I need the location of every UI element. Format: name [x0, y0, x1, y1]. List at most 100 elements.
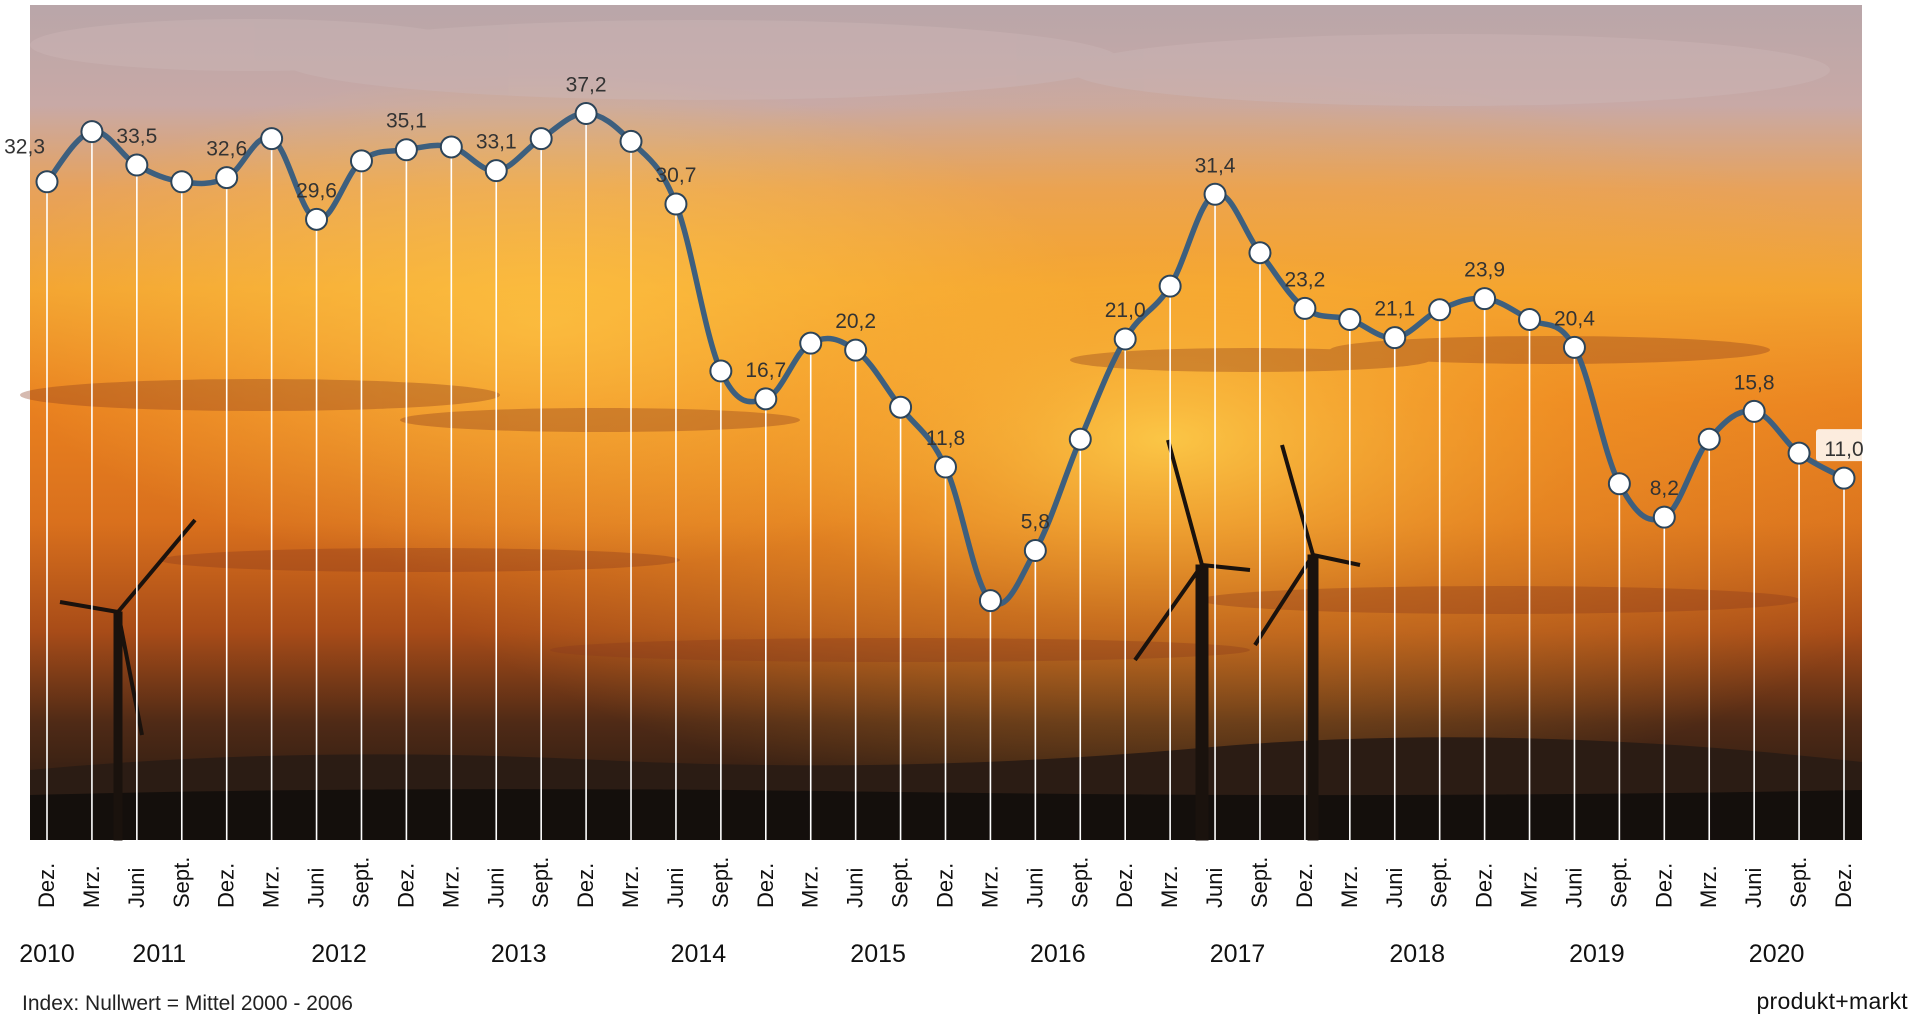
- data-point: [844, 338, 868, 362]
- data-point: [889, 395, 913, 419]
- data-point: [1068, 427, 1092, 451]
- month-tick-label: Sept.: [888, 857, 913, 908]
- value-label: 11,0: [1824, 438, 1863, 461]
- value-label: 21,0: [1105, 299, 1146, 322]
- data-point: [170, 170, 194, 194]
- year-tick-labels: 2010 2011 2012 2013 2014 2015 2016 2017 2018 2019…: [19, 940, 1804, 968]
- data-point: [799, 331, 823, 355]
- month-tick-label: Dez.: [1831, 863, 1856, 908]
- value-label: 11,8: [926, 427, 965, 450]
- year-tick-label: 2012: [311, 940, 367, 968]
- month-tick-label: Juni: [1202, 868, 1227, 908]
- data-point: [1697, 427, 1721, 451]
- month-tick-label: Sept.: [169, 857, 194, 908]
- value-label: 31,4: [1195, 154, 1236, 177]
- brand-logo-text: produkt+markt: [1756, 988, 1908, 1014]
- year-tick-label: 2020: [1749, 940, 1805, 968]
- data-point: [1787, 441, 1811, 465]
- month-tick-label: Juni: [483, 868, 508, 908]
- value-label: 35,1: [386, 110, 427, 133]
- data-point: [35, 170, 59, 194]
- value-label: 21,1: [1374, 298, 1415, 321]
- month-tick-label: Juni: [1741, 868, 1766, 908]
- value-label: 33,5: [116, 125, 157, 148]
- data-point: [934, 455, 957, 479]
- value-label: 37,2: [566, 74, 607, 97]
- month-tick-label: Mrz.: [1696, 865, 1721, 908]
- month-tick-label: Dez.: [1292, 863, 1317, 908]
- month-tick-label: Mrz.: [798, 865, 823, 908]
- data-point: [305, 207, 329, 231]
- data-point: [349, 149, 373, 173]
- data-point: [664, 192, 688, 216]
- month-tick-label: Dez.: [753, 863, 778, 908]
- month-tick-labels: Dez. Mrz. Juni Sept. Dez. Mrz. Juni Sept. Dez. Mr…: [34, 857, 1856, 908]
- data-point: [1742, 399, 1766, 423]
- footnote: Index: Nullwert = Mittel 2000 - 2006: [22, 992, 353, 1015]
- data-point: [215, 166, 239, 190]
- year-tick-label: 2011: [132, 940, 186, 968]
- data-point: [1652, 505, 1676, 529]
- value-label: 15,8: [1734, 371, 1775, 394]
- month-tick-label: Dez.: [933, 863, 958, 908]
- data-point: [574, 102, 598, 126]
- year-tick-label: 2016: [1030, 940, 1086, 968]
- value-label: 5,8: [1021, 511, 1050, 534]
- month-tick-label: Mrz.: [618, 865, 643, 908]
- data-point: [484, 159, 508, 183]
- data-point: [1473, 287, 1497, 311]
- data-point: [709, 359, 733, 383]
- value-label-bg: [1816, 429, 1872, 462]
- month-tick-label: Juni: [1561, 868, 1586, 908]
- data-point: [125, 153, 149, 177]
- month-tick-label: Sept.: [1067, 857, 1092, 908]
- wind-turbine-icon: [1133, 439, 1251, 841]
- month-tick-label: Sept.: [1786, 857, 1811, 908]
- value-label: 23,2: [1284, 268, 1325, 291]
- value-label: 33,1: [476, 131, 517, 154]
- data-point: [529, 127, 553, 151]
- value-label: 29,6: [296, 179, 337, 202]
- month-tick-label: Dez.: [393, 863, 418, 908]
- value-labels: 32,3 33,5 32,6 29,6 35,1 33,1 37,2 30,7 16,7 20,2…: [4, 74, 1872, 534]
- data-point: [1607, 472, 1631, 496]
- data-markers: [35, 102, 1856, 613]
- data-point: [1248, 241, 1272, 265]
- month-tick-label: Sept.: [708, 857, 733, 908]
- sunset-background: [20, 5, 1862, 841]
- data-point: [1158, 274, 1182, 298]
- value-label: 23,9: [1464, 259, 1505, 282]
- year-tick-label: 2015: [850, 940, 906, 968]
- data-point: [1293, 296, 1317, 320]
- month-tick-label: Mrz.: [259, 865, 284, 908]
- data-point: [1562, 335, 1586, 359]
- data-point: [754, 387, 778, 411]
- month-tick-label: Juni: [304, 868, 329, 908]
- year-tick-label: 2018: [1389, 940, 1445, 968]
- month-tick-label: Dez.: [1472, 863, 1497, 908]
- data-point: [978, 589, 1002, 613]
- month-tick-label: Mrz.: [438, 865, 463, 908]
- year-tick-label: 2014: [671, 940, 727, 968]
- month-tick-label: Dez.: [34, 863, 59, 908]
- value-label: 32,6: [206, 138, 247, 161]
- data-point: [439, 135, 463, 159]
- month-tick-label: Dez.: [1651, 863, 1676, 908]
- data-point: [1383, 326, 1407, 350]
- month-tick-label: Juni: [1022, 868, 1047, 908]
- value-label: 32,3: [4, 136, 45, 159]
- data-point: [1832, 466, 1856, 490]
- data-point: [1338, 308, 1362, 332]
- month-tick-label: Mrz.: [977, 865, 1002, 908]
- guide-lines: [46, 113, 1845, 840]
- month-tick-label: Sept.: [1427, 857, 1452, 908]
- data-point: [1023, 539, 1047, 563]
- data-point: [1428, 298, 1452, 322]
- month-tick-label: Juni: [663, 868, 688, 908]
- data-point: [260, 127, 284, 151]
- month-tick-label: Juni: [843, 868, 868, 908]
- month-tick-label: Mrz.: [1337, 865, 1362, 908]
- data-point: [1518, 308, 1542, 332]
- month-tick-label: Juni: [1382, 868, 1407, 908]
- month-tick-label: Mrz.: [79, 865, 104, 908]
